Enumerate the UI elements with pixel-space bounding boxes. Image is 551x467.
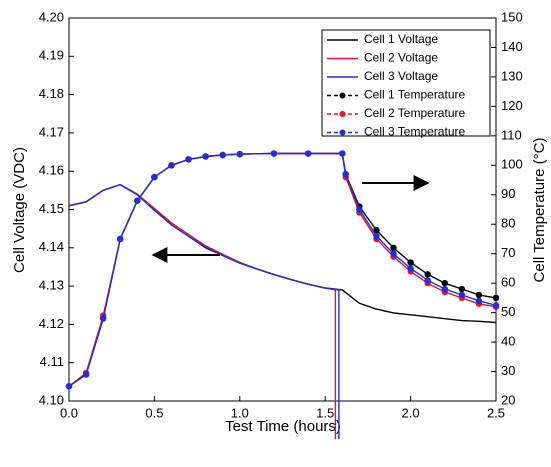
series-marker <box>475 291 483 299</box>
y2-tick-label: 140 <box>501 39 523 54</box>
legend-marker <box>339 129 346 136</box>
y2-tick-label: 60 <box>501 275 515 290</box>
x-tick-label: 2.0 <box>402 405 420 420</box>
legend-box <box>321 29 491 137</box>
y-tick-label: 4.10 <box>39 392 64 407</box>
y2-tick-label: 120 <box>501 98 523 113</box>
series-marker <box>236 150 243 158</box>
series-marker <box>65 383 73 390</box>
series-marker <box>441 285 448 293</box>
series-marker <box>185 156 192 163</box>
y2-tick-label: 110 <box>501 127 522 142</box>
series-marker <box>82 371 90 378</box>
legend-label: Cell 2 Temperature <box>364 106 465 120</box>
series-marker <box>441 279 448 287</box>
series-line <box>68 183 340 440</box>
y-tick-label: 4.17 <box>39 124 64 139</box>
y2-tick-label: 70 <box>501 245 515 260</box>
y-tick-label: 4.11 <box>40 354 64 369</box>
y2-tick-label: 30 <box>501 363 515 378</box>
x-tick-label: 1.5 <box>316 405 334 420</box>
y2-tick-label: 90 <box>501 186 515 201</box>
legend-label: Cell 1 Voltage <box>364 32 438 46</box>
series-line <box>68 152 497 387</box>
series-marker <box>151 173 158 181</box>
series-marker <box>390 244 397 251</box>
series-marker <box>219 151 226 159</box>
series-marker <box>424 271 431 278</box>
x-tick-label: 2.5 <box>487 405 505 420</box>
series-marker <box>202 153 209 160</box>
y-axis-title: Cell Voltage (VDC) <box>11 147 28 273</box>
y2-tick-label: 80 <box>501 216 515 231</box>
y2-tick-label: 50 <box>501 304 515 319</box>
series-marker <box>356 206 363 213</box>
legend-marker <box>339 92 346 99</box>
x-axis-title: Test Time (hours) <box>225 418 341 435</box>
series-marker <box>492 302 500 309</box>
y-tick-label: 4.12 <box>39 316 64 331</box>
legend-marker <box>339 111 346 117</box>
series-marker <box>270 150 278 157</box>
y-tick-label: 4.14 <box>39 239 64 254</box>
y2-tick-label: 150 <box>501 9 523 24</box>
series-line <box>68 152 497 387</box>
series-marker <box>134 197 141 204</box>
series-marker <box>99 315 107 322</box>
series-marker <box>373 226 380 234</box>
series-marker <box>304 150 312 157</box>
series-marker <box>168 162 175 169</box>
series-marker <box>458 285 466 293</box>
y-tick-label: 4.20 <box>39 9 64 24</box>
y2-tick-label: 40 <box>501 334 515 349</box>
y-tick-label: 4.16 <box>39 163 64 178</box>
series-line <box>68 183 497 324</box>
x-tick-label: 1.0 <box>231 405 249 420</box>
series-line <box>68 152 497 387</box>
legend-label: Cell 3 Voltage <box>364 69 438 83</box>
y2-tick-label: 100 <box>501 157 523 172</box>
series-marker <box>117 235 124 243</box>
series-marker <box>373 232 380 240</box>
series-marker <box>424 277 431 284</box>
x-tick-label: 0.5 <box>145 405 163 420</box>
series-marker <box>339 150 346 157</box>
legend-label: Cell 1 Temperature <box>364 88 465 102</box>
series-marker <box>475 297 483 305</box>
y2-tick-label: 20 <box>501 392 515 407</box>
y-tick-label: 4.15 <box>39 201 64 216</box>
legend-label: Cell 3 Temperature <box>364 125 465 139</box>
y2-axis-title: Cell Temperature (°C) <box>531 138 548 283</box>
y-tick-label: 4.19 <box>39 48 64 63</box>
series-marker <box>407 265 414 272</box>
series-marker <box>390 250 397 257</box>
series-marker <box>407 259 414 266</box>
legend-label: Cell 2 Voltage <box>364 51 438 65</box>
y-tick-label: 4.13 <box>39 278 64 293</box>
series-marker <box>342 170 349 178</box>
series-marker <box>492 294 500 302</box>
x-tick-label: 0.0 <box>60 405 78 420</box>
y2-tick-label: 130 <box>501 68 523 83</box>
series-marker <box>458 291 466 299</box>
y-tick-label: 4.18 <box>39 86 64 101</box>
